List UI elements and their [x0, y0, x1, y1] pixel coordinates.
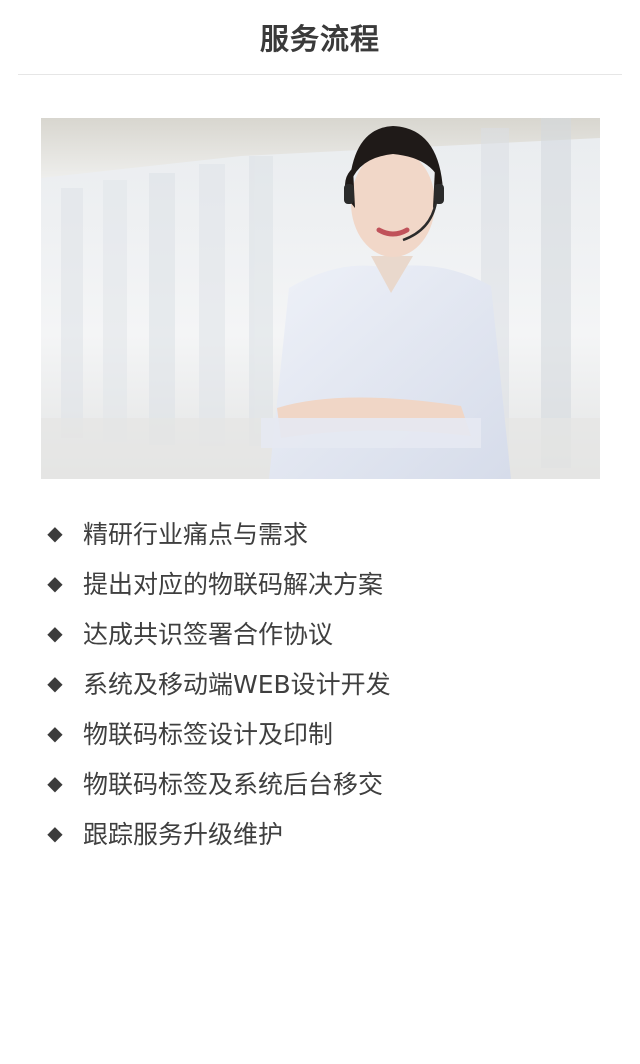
step-label: 物联码标签及系统后台移交 [83, 770, 384, 799]
step-label: 精研行业痛点与需求 [83, 520, 309, 549]
service-steps-list: ◆ 精研行业痛点与需求 ◆ 提出对应的物联码解决方案 ◆ 达成共识签署合作协议 … [44, 508, 604, 858]
list-item: ◆ 精研行业痛点与需求 [44, 508, 604, 558]
diamond-bullet-icon: ◆ [47, 821, 63, 845]
step-label: 提出对应的物联码解决方案 [83, 570, 384, 599]
step-label: 系统及移动端WEB设计开发 [83, 670, 391, 699]
step-label: 达成共识签署合作协议 [83, 620, 334, 649]
diamond-bullet-icon: ◆ [47, 771, 63, 795]
page-header: 服务流程 [18, 0, 622, 75]
diamond-bullet-icon: ◆ [47, 571, 63, 595]
list-item: ◆ 提出对应的物联码解决方案 [44, 558, 604, 608]
step-label: 物联码标签设计及印制 [83, 720, 334, 749]
diamond-bullet-icon: ◆ [47, 671, 63, 695]
list-item: ◆ 达成共识签署合作协议 [44, 608, 604, 658]
step-label: 跟踪服务升级维护 [83, 820, 284, 849]
diamond-bullet-icon: ◆ [47, 521, 63, 545]
list-item: ◆ 物联码标签设计及印制 [44, 708, 604, 758]
diamond-bullet-icon: ◆ [47, 621, 63, 645]
list-item: ◆ 物联码标签及系统后台移交 [44, 758, 604, 808]
list-item: ◆ 跟踪服务升级维护 [44, 808, 604, 858]
diamond-bullet-icon: ◆ [47, 721, 63, 745]
list-item: ◆ 系统及移动端WEB设计开发 [44, 658, 604, 708]
page-title: 服务流程 [259, 22, 380, 56]
customer-service-photo [41, 118, 600, 479]
